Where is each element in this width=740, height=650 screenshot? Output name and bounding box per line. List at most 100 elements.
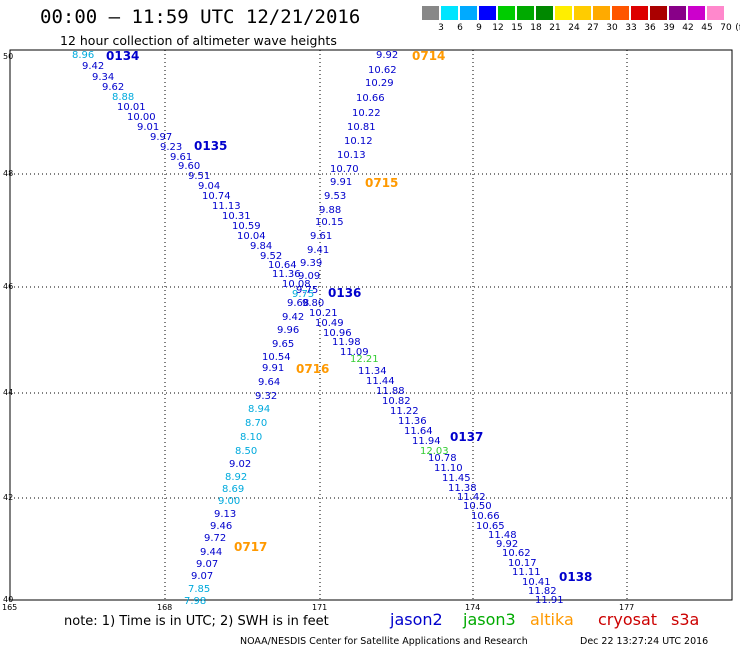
wave-height-reading: 10.15 (315, 217, 344, 228)
legend-entry-jason2: jason2 (390, 610, 443, 629)
wave-height-reading: 10.31 (222, 211, 251, 222)
wave-height-reading: 10.04 (237, 231, 266, 242)
wave-height-reading: 11.82 (528, 586, 557, 597)
wave-height-reading: 11.88 (376, 386, 405, 397)
longitude-label: 171 (312, 603, 328, 612)
colorbar-swatch (669, 6, 687, 20)
legend-entry-cryosat: cryosat (598, 610, 658, 629)
colorbar-swatch (688, 6, 706, 20)
colorbar-label: 30 (606, 23, 618, 33)
colorbar-label: 3 (438, 23, 444, 33)
wave-height-reading: 9.04 (198, 181, 221, 192)
pass-label: 0136 (328, 286, 362, 300)
wave-height-reading: 10.29 (365, 78, 394, 89)
wave-height-reading: 11.48 (488, 530, 517, 541)
pass-label: 0714 (412, 49, 446, 63)
wave-height-reading: 9.62 (102, 82, 125, 93)
wave-height-reading: 9.13 (214, 509, 237, 520)
colorbar-swatch (631, 6, 649, 20)
colorbar-swatch (441, 6, 459, 20)
wave-height-reading: 11.38 (448, 483, 477, 494)
latitude-label: 50 (3, 52, 14, 61)
colorbar-swatch (517, 6, 535, 20)
graticule (10, 50, 732, 600)
wave-height-reading: 10.41 (522, 577, 551, 588)
wave-height-reading: 11.45 (442, 473, 471, 484)
wave-height-reading: 11.36 (272, 269, 301, 280)
longitude-label: 168 (157, 603, 173, 612)
colorbar-label: 45 (701, 23, 713, 33)
wave-height-reading: 10.96 (323, 328, 352, 339)
wave-height-reading: 9.97 (150, 132, 173, 143)
legend-entry-s3a: s3a (671, 610, 700, 629)
wave-height-reading: 8.70 (245, 418, 268, 429)
wave-height-reading: 11.13 (212, 201, 241, 212)
wave-height-reading: 9.07 (196, 559, 219, 570)
wave-height-reading: 10.12 (344, 136, 373, 147)
colorbar-swatch (650, 6, 668, 20)
wave-height-reading: 10.49 (315, 318, 344, 329)
colorbar-swatch (707, 6, 725, 20)
wave-height-reading: 9.41 (307, 245, 330, 256)
wave-height-reading: 10.64 (268, 260, 297, 271)
longitude-label: 165 (2, 603, 18, 612)
wave-height-reading: 9.53 (324, 191, 347, 202)
wave-height-reading: 9.34 (92, 72, 115, 83)
colorbar-label: 12 (492, 23, 504, 33)
colorbar-swatch (460, 6, 478, 20)
colorbar-swatch (612, 6, 630, 20)
wave-height-reading: 10.17 (508, 558, 537, 569)
pass-label: 0717 (234, 540, 268, 554)
wave-height-reading: 9.09 (298, 271, 321, 282)
wave-height-reading: 9.44 (200, 547, 223, 558)
wave-height-reading: 10.70 (330, 164, 359, 175)
wave-height-reading: 9.07 (191, 571, 214, 582)
wave-height-reading: 12.21 (350, 354, 379, 365)
colorbar-label: 9 (476, 23, 482, 33)
wave-height-reading: 10.82 (382, 396, 411, 407)
colorbar-label: 15 (511, 23, 523, 33)
wave-height-reading: 10.65 (476, 521, 505, 532)
wave-height-reading: 10.81 (347, 122, 376, 133)
wave-height-reading: 10.13 (337, 150, 366, 161)
wave-height-reading: 9.42 (282, 312, 305, 323)
wave-height-reading: 9.52 (260, 251, 283, 262)
colorbar-swatch (574, 6, 592, 20)
wave-height-reading: 9.01 (137, 122, 160, 133)
wave-height-reading: 10.54 (262, 352, 291, 363)
colorbar-swatch (422, 6, 440, 20)
colorbar-label: 70 (720, 23, 732, 33)
wave-height-reading: 8.94 (248, 404, 271, 415)
wave-height-reading: 9.64 (258, 377, 281, 388)
colorbar-label: 36 (644, 23, 656, 33)
wave-height-reading: 8.69 (222, 484, 245, 495)
colorbar-label: 39 (663, 23, 675, 33)
wave-height-reading: 9.80 (302, 298, 325, 309)
wave-height-reading: 10.62 (368, 65, 397, 76)
wave-height-reading: 11.34 (358, 366, 387, 377)
wave-height-reading: 10.59 (232, 221, 261, 232)
wave-height-reading: 9.02 (229, 459, 252, 470)
legend-entry-altika: altika (530, 610, 574, 629)
wave-height-reading: 11.98 (332, 337, 361, 348)
wave-height-reading: 9.39 (300, 258, 323, 269)
longitude-label: 174 (465, 603, 481, 612)
wave-height-reading: 9.92 (376, 50, 399, 61)
wave-height-reading: 10.66 (356, 93, 385, 104)
latitude-label: 40 (3, 595, 14, 604)
wave-height-reading: 9.92 (496, 539, 519, 550)
colorbar-swatch (479, 6, 497, 20)
wave-height-reading: 9.61 (170, 152, 193, 163)
footer-timestamp: Dec 22 13:27:24 UTC 2016 (580, 636, 709, 647)
footer-credit: NOAA/NESDIS Center for Satellite Applica… (240, 636, 528, 647)
wave-height-reading: 9.65 (272, 339, 295, 350)
wave-height-reading: 10.66 (471, 511, 500, 522)
wave-height-reading: 11.64 (404, 426, 433, 437)
page-subtitle: 12 hour collection of altimeter wave hei… (60, 33, 337, 48)
wave-height-reading: 11.09 (340, 347, 369, 358)
colorbar-label: 33 (625, 23, 637, 33)
wave-height-reading: 9.68 (287, 298, 310, 309)
wave-height-reading: 10.01 (117, 102, 146, 113)
pass-label: 0134 (106, 49, 140, 63)
